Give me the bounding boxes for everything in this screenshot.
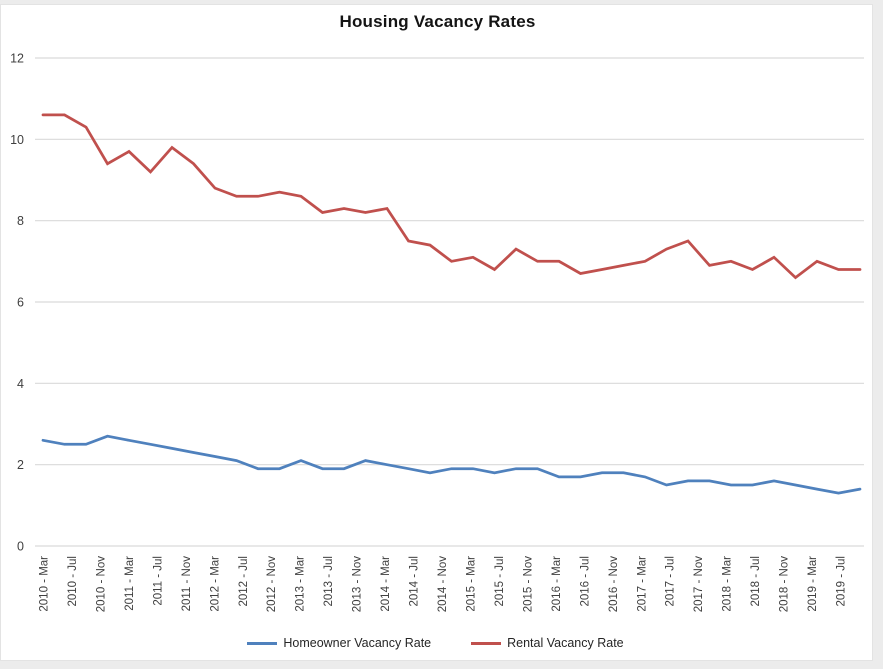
- y-tick-label-4: 4: [17, 377, 24, 391]
- y-tick-label-0: 0: [17, 540, 24, 554]
- x-tick-label: 2011 - Nov: [181, 556, 193, 612]
- x-tick-label: 2010 - Jul: [67, 556, 79, 607]
- y-tick-label-6: 6: [17, 296, 24, 310]
- y-tick-label-10: 10: [10, 133, 24, 147]
- x-tick-label: 2015 - Nov: [522, 556, 534, 613]
- chart-card: [0, 4, 873, 661]
- legend-label-homeowner: Homeowner Vacancy Rate: [283, 636, 432, 650]
- x-tick-label: 2017 - Mar: [636, 556, 648, 612]
- legend-item-rental: Rental Vacancy Rate: [471, 636, 624, 650]
- x-tick-label: 2019 - Mar: [807, 556, 819, 612]
- x-tick-label: 2012 - Jul: [238, 556, 250, 607]
- x-tick-label: 2019 - Jul: [836, 556, 848, 607]
- x-tick-label: 2013 - Nov: [352, 556, 364, 613]
- y-tick-label-12: 12: [10, 52, 24, 66]
- x-tick-label: 2018 - Mar: [722, 556, 734, 612]
- x-tick-label: 2017 - Jul: [665, 556, 677, 607]
- homeowner-line-swatch-icon: [247, 641, 278, 645]
- y-tick-label-8: 8: [17, 214, 24, 228]
- x-tick-label: 2016 - Mar: [551, 556, 563, 612]
- x-tick-label: 2018 - Nov: [779, 556, 791, 613]
- x-tick-label: 2014 - Mar: [380, 556, 392, 612]
- x-tick-label: 2017 - Nov: [693, 556, 705, 613]
- y-tick-label-2: 2: [17, 458, 24, 472]
- x-tick-label: 2013 - Mar: [295, 556, 307, 612]
- x-tick-label: 2014 - Jul: [409, 556, 421, 607]
- x-tick-label: 2012 - Mar: [209, 556, 221, 612]
- legend: Homeowner Vacancy Rate Rental Vacancy Ra…: [0, 636, 871, 650]
- chart-title: Housing Vacancy Rates: [339, 12, 536, 31]
- series-line-homeowner-vacancy-rate: [41, 434, 862, 495]
- x-tick-label: 2016 - Nov: [608, 556, 620, 613]
- legend-item-homeowner: Homeowner Vacancy Rate: [247, 636, 431, 650]
- x-tick-label: 2011 - Mar: [124, 556, 136, 611]
- rental-line-swatch-icon: [471, 641, 502, 645]
- x-tick-label: 2010 - Nov: [95, 556, 107, 613]
- x-tick-label: 2011 - Jul: [152, 556, 164, 606]
- x-tick-label: 2010 - Mar: [39, 556, 51, 612]
- x-tick-label: 2015 - Mar: [465, 556, 477, 612]
- x-tick-label: 2016 - Jul: [579, 556, 591, 607]
- x-tick-label: 2012 - Nov: [266, 556, 278, 613]
- x-tick-label: 2013 - Jul: [323, 556, 335, 607]
- legend-label-rental: Rental Vacancy Rate: [507, 636, 624, 650]
- x-tick-label: 2018 - Jul: [750, 556, 762, 607]
- x-tick-label: 2014 - Nov: [437, 556, 449, 613]
- series-line-rental-vacancy-rate: [41, 113, 862, 280]
- x-tick-label: 2015 - Jul: [494, 556, 506, 607]
